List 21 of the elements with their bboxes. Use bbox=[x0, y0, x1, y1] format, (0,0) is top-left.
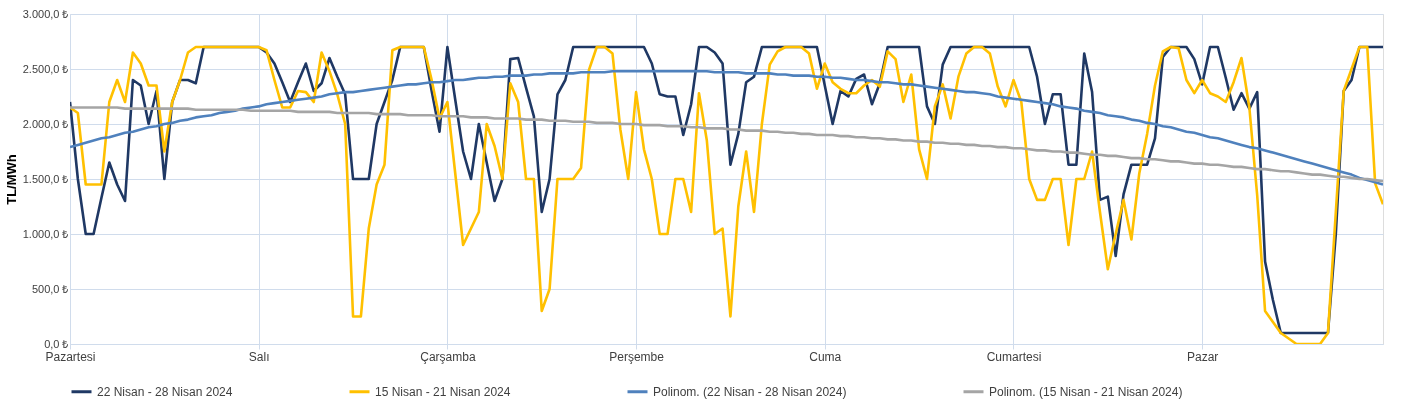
legend-label: Polinom. (15 Nisan - 21 Nisan 2024) bbox=[989, 384, 1183, 399]
x-tick-label: Cumartesi bbox=[986, 349, 1042, 364]
x-tick-label: Pazar bbox=[1186, 349, 1219, 364]
x-tick-label: Salı bbox=[248, 349, 270, 364]
y-axis-title: TL/MWh bbox=[3, 154, 19, 205]
y-tick-label: 2.500,0 ₺ bbox=[22, 62, 69, 75]
x-tick-label: Pazartesi bbox=[45, 349, 96, 364]
y-tick-label: 1.500,0 ₺ bbox=[22, 172, 69, 185]
y-tick-label: 500,0 ₺ bbox=[31, 282, 69, 295]
y-tick-label: 3.000,0 ₺ bbox=[22, 7, 69, 20]
line-series bbox=[70, 106, 1383, 183]
y-tick-label: 1.000,0 ₺ bbox=[22, 227, 69, 240]
y-tick-label: 0,0 ₺ bbox=[44, 337, 69, 350]
y-tick-label: 2.000,0 ₺ bbox=[22, 117, 69, 130]
x-tick-label: Cuma bbox=[809, 349, 842, 364]
x-tick-label: Perşembe bbox=[609, 349, 665, 364]
line-series bbox=[70, 69, 1383, 186]
legend-label: 22 Nisan - 28 Nisan 2024 bbox=[97, 384, 233, 399]
legend-label: 15 Nisan - 21 Nisan 2024 bbox=[375, 384, 511, 399]
x-tick-label: Çarşamba bbox=[420, 349, 476, 364]
legend-label: Polinom. (22 Nisan - 28 Nisan 2024) bbox=[653, 384, 847, 399]
